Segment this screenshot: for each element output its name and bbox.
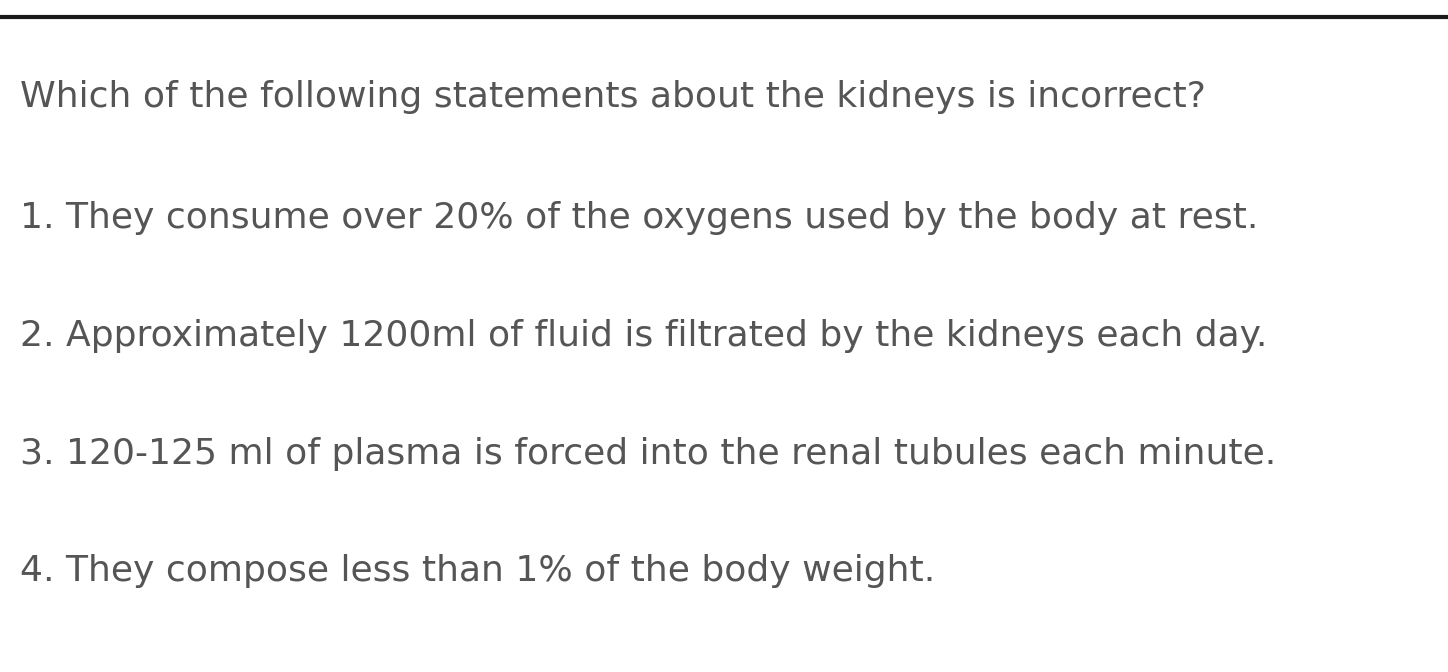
Text: 1. They consume over 20% of the oxygens used by the body at rest.: 1. They consume over 20% of the oxygens … xyxy=(20,202,1258,235)
Text: 3. 120-125 ml of plasma is forced into the renal tubules each minute.: 3. 120-125 ml of plasma is forced into t… xyxy=(20,437,1277,470)
Text: Which of the following statements about the kidneys is incorrect?: Which of the following statements about … xyxy=(20,81,1206,114)
Text: 4. They compose less than 1% of the body weight.: 4. They compose less than 1% of the body… xyxy=(20,554,935,588)
Text: 2. Approximately 1200ml of fluid is filtrated by the kidneys each day.: 2. Approximately 1200ml of fluid is filt… xyxy=(20,319,1267,353)
